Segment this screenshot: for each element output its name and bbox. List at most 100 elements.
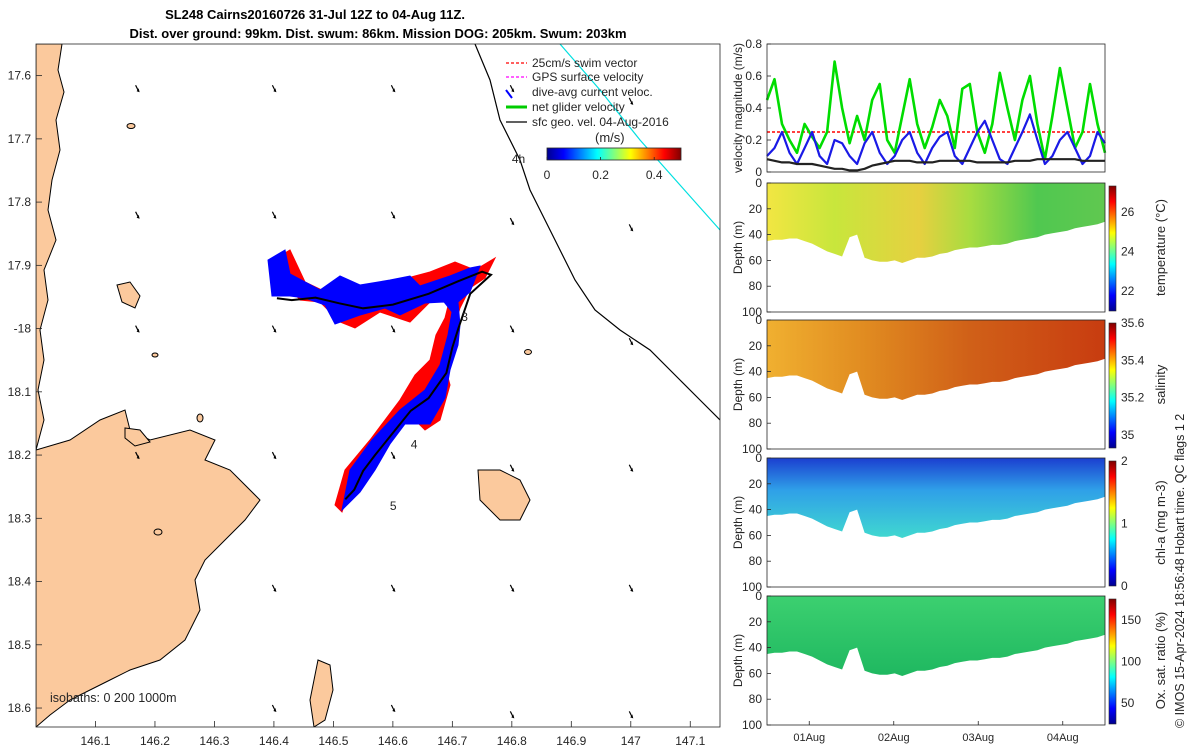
arrow-head bbox=[630, 341, 634, 346]
velocity-y-tick-label: 0.4 bbox=[745, 101, 762, 115]
oxygen-colorbar-tick: 100 bbox=[1121, 655, 1141, 669]
temperature-frame bbox=[766, 182, 1106, 313]
day-label: 5 bbox=[390, 499, 397, 513]
map-x-tick-label: 147.1 bbox=[675, 734, 705, 748]
arrow-head bbox=[511, 587, 515, 592]
sfc-velocity-arrow bbox=[390, 584, 396, 592]
chla-y-tick-label: 100 bbox=[742, 580, 762, 594]
map-y-tick-label: 17.8 bbox=[8, 195, 32, 209]
salinity-panel: 0 20 40 60 80 100 Depth (m) 35 35.2 35.4 35.6 salin… bbox=[731, 313, 1168, 456]
velocity-y-tick-label: 0.2 bbox=[745, 133, 762, 147]
velocity-y-tick-label: 0.8 bbox=[745, 37, 762, 51]
temperature-section-fill bbox=[767, 183, 1105, 263]
oxygen-colorbar-tick: 50 bbox=[1121, 696, 1135, 710]
arrow-head bbox=[630, 467, 634, 472]
sfc-velocity-arrow bbox=[509, 464, 515, 472]
oxygen-y-tick-label: 80 bbox=[749, 692, 763, 706]
legend-net-glider-velocity: net glider velocity bbox=[506, 100, 625, 114]
temperature-y-tick-label: 20 bbox=[749, 202, 763, 216]
temperature-panel: 0 20 40 60 80 100 Depth (m) 22 24 26 temperature (… bbox=[731, 176, 1168, 319]
island-2 bbox=[477, 469, 531, 521]
arrow-head bbox=[136, 214, 140, 219]
side-credit: © IMOS 15-Apr-2024 18:56:48 Hobart time.… bbox=[1173, 414, 1187, 728]
arrow-head bbox=[392, 708, 396, 713]
velocity-plot-area bbox=[767, 44, 1105, 172]
colorbar-tick-label: 0.2 bbox=[592, 168, 609, 182]
arrow-head bbox=[511, 221, 515, 226]
oxygen-y-tick-label: 40 bbox=[749, 641, 763, 655]
oxygen-y-tick-label: 60 bbox=[749, 666, 763, 680]
island-4 bbox=[124, 427, 151, 447]
map-legend: 25cm/s swim vector GPS surface velocity … bbox=[505, 56, 682, 182]
chla-y-tick-label: 60 bbox=[749, 528, 763, 542]
isobath-200m bbox=[474, 44, 720, 421]
sfc-velocity-arrow bbox=[628, 97, 634, 105]
legend-swim-vector: 25cm/s swim vector bbox=[506, 56, 637, 70]
section-x-tick-label: 01Aug bbox=[793, 732, 825, 744]
salinity-colorbar-label: salinity bbox=[1153, 364, 1168, 404]
oxygen-section-fill bbox=[767, 596, 1105, 676]
map-x-tick-label: 146.1 bbox=[80, 734, 110, 748]
map-x-tick-label: 146.8 bbox=[497, 734, 527, 748]
chla-panel: 0 20 40 60 80 100 Depth (m) 0 1 2 chl-a (mg m-3) bbox=[731, 451, 1168, 594]
sfc-velocity-arrow bbox=[390, 704, 396, 713]
arrow-head bbox=[630, 587, 634, 592]
chla-colorbar-tick: 2 bbox=[1121, 454, 1128, 468]
colorbar-tick-label: 0 bbox=[544, 168, 551, 182]
arrow-head bbox=[273, 328, 277, 333]
sfc-velocity-arrow bbox=[509, 217, 515, 226]
oxygen-colorbar-label: Ox. sat. ratio (%) bbox=[1153, 612, 1168, 710]
arrow-head bbox=[273, 214, 277, 219]
velocity-y-tick-label: 0.6 bbox=[745, 69, 762, 83]
map-y-tick-label: 18.4 bbox=[8, 575, 32, 589]
sfc-velocity-arrow bbox=[135, 451, 140, 460]
arrow-head bbox=[511, 714, 515, 719]
map-x-tick-label: 146.9 bbox=[556, 734, 586, 748]
arrow-head bbox=[392, 455, 396, 460]
salinity-colorbar-tick: 35.2 bbox=[1121, 391, 1145, 405]
sfc-velocity-arrow bbox=[509, 584, 515, 592]
arrow-head bbox=[136, 455, 140, 460]
temperature-ylabel: Depth (m) bbox=[731, 221, 745, 274]
velocity-series bbox=[765, 60, 1107, 172]
sfc-velocity-arrow bbox=[628, 464, 634, 472]
chla-y-tick-label: 80 bbox=[749, 554, 763, 568]
chla-colorbar bbox=[1108, 460, 1117, 587]
oxygen-colorbar bbox=[1108, 598, 1117, 725]
section-x-ticks: 01Aug 02Aug 03Aug 04Aug bbox=[793, 721, 1079, 744]
temperature-y-tick-label: 60 bbox=[749, 253, 763, 267]
glider-track-line bbox=[276, 270, 493, 500]
chla-colorbar-label: chl-a (mg m-3) bbox=[1153, 480, 1168, 565]
chart-title-line2: Dist. over ground: 99km. Dist. swum: 86k… bbox=[129, 26, 626, 41]
sfc-velocity-arrow bbox=[271, 85, 277, 93]
arrow-head bbox=[136, 88, 140, 93]
section-x-tick-label: 04Aug bbox=[1047, 732, 1079, 744]
sfc-velocity-arrow bbox=[628, 711, 634, 719]
salinity-colorbar-tick: 35 bbox=[1121, 428, 1135, 442]
section-x-tick-label: 03Aug bbox=[962, 732, 994, 744]
isobath-1000m bbox=[559, 44, 720, 231]
chla-ylabel: Depth (m) bbox=[731, 496, 745, 549]
island-9 bbox=[153, 528, 163, 536]
chart-title-line1: SL248 Cairns20160726 31-Jul 12Z to 04-Au… bbox=[165, 7, 465, 22]
oxygen-y-tick-label: 100 bbox=[742, 718, 762, 732]
island-3 bbox=[309, 659, 334, 727]
arrow-head bbox=[136, 328, 140, 333]
map-x-tick-label: 146.3 bbox=[199, 734, 229, 748]
velocity-y-tick-label: 0 bbox=[755, 165, 762, 179]
map-y-tick-label: 18.3 bbox=[8, 511, 32, 525]
legend-dive-avg-current: dive-avg current veloc. bbox=[505, 85, 653, 99]
map-x-tick-label: 146.6 bbox=[378, 734, 408, 748]
sfc-velocity-arrow bbox=[628, 224, 634, 232]
map-x-tick-label: 146.7 bbox=[437, 734, 467, 748]
arrow-head bbox=[630, 714, 634, 719]
arrow-head bbox=[273, 587, 277, 592]
velocity-y-ticks: 0 0.2 0.4 0.6 0.8 bbox=[745, 37, 771, 179]
temperature-y-tick-label: 80 bbox=[749, 279, 763, 293]
salinity-section-fill bbox=[767, 320, 1105, 400]
temperature-colorbar bbox=[1108, 185, 1117, 312]
velocity-ylabel: velocity magnitude (m/s) bbox=[731, 43, 745, 173]
